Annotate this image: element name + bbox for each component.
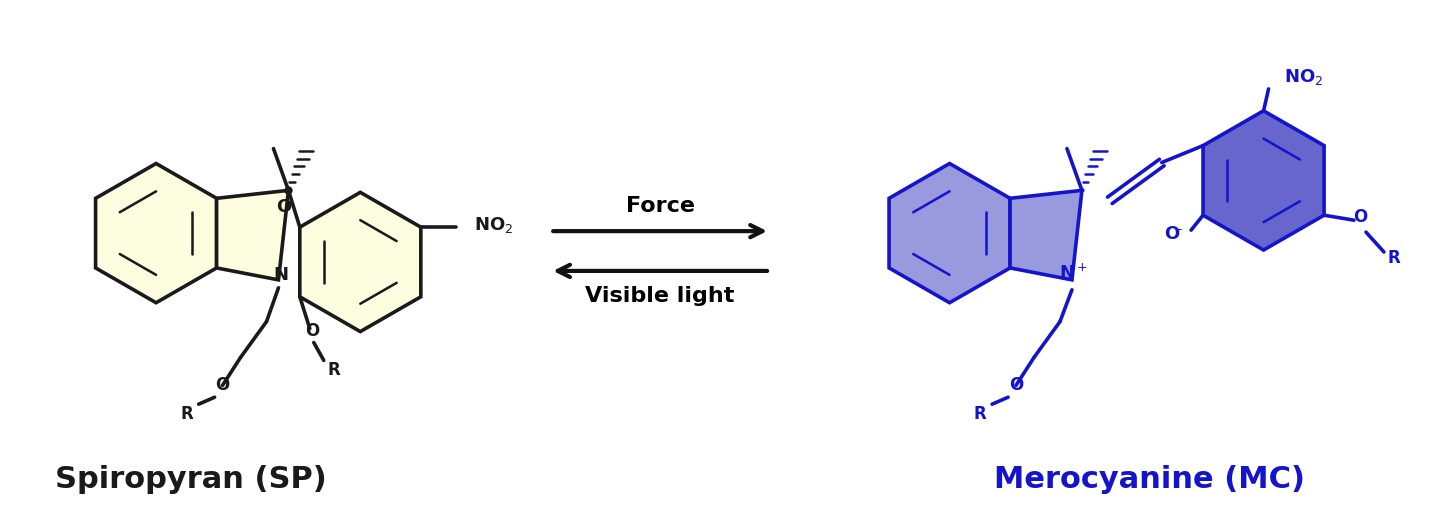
Text: R: R xyxy=(327,361,340,379)
Text: R: R xyxy=(1388,249,1400,267)
Text: N$^+$: N$^+$ xyxy=(1060,263,1089,283)
Text: Visible light: Visible light xyxy=(586,286,734,306)
Text: Merocyanine (MC): Merocyanine (MC) xyxy=(994,466,1305,494)
Polygon shape xyxy=(95,164,216,303)
Polygon shape xyxy=(1009,191,1081,280)
Text: O: O xyxy=(216,376,230,394)
Text: O: O xyxy=(276,198,292,216)
Text: O: O xyxy=(1009,376,1024,394)
Text: Force: Force xyxy=(625,196,694,216)
Text: O: O xyxy=(1354,208,1367,226)
Polygon shape xyxy=(216,191,288,280)
Text: Spiropyran (SP): Spiropyran (SP) xyxy=(55,466,327,494)
Polygon shape xyxy=(888,164,1009,303)
Text: N: N xyxy=(274,266,288,284)
Text: O$^{\bar{}}$: O$^{\bar{}}$ xyxy=(1164,225,1182,243)
Polygon shape xyxy=(1202,111,1323,250)
Text: R: R xyxy=(973,405,986,423)
Text: NO$_2$: NO$_2$ xyxy=(474,215,513,235)
Polygon shape xyxy=(300,192,420,332)
Text: NO$_2$: NO$_2$ xyxy=(1284,67,1323,87)
Text: O: O xyxy=(305,321,318,340)
Text: R: R xyxy=(180,405,193,423)
